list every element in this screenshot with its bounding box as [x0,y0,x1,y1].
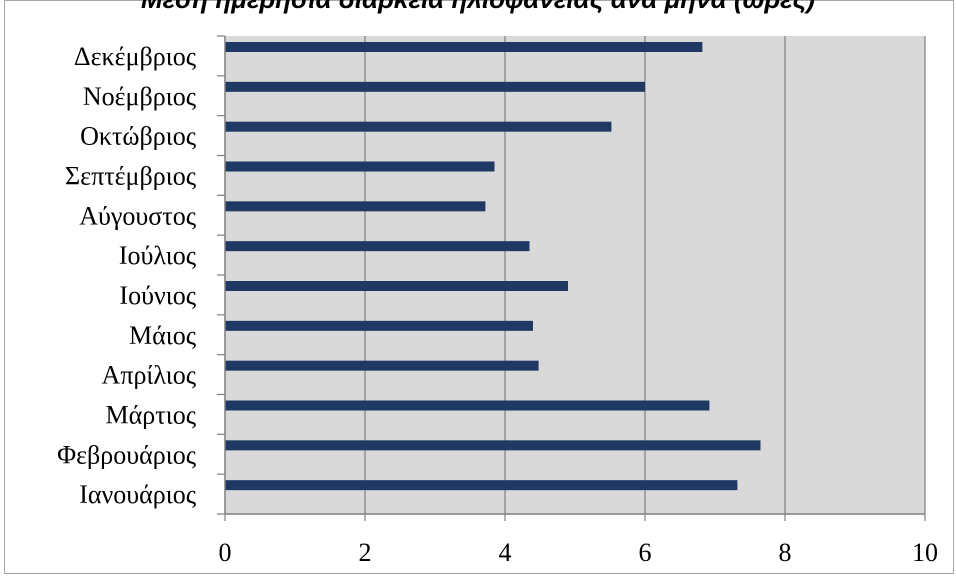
x-tick-label-2: 4 [499,538,512,567]
x-tick-label-0: 0 [219,538,232,567]
bar-4 [225,360,539,371]
bar-9 [225,161,495,172]
bar-6 [225,281,568,291]
plot-area [225,36,925,514]
category-label-9: Σεπτέμβριος [65,161,197,190]
bar-12 [225,42,703,52]
bar-3 [225,400,710,411]
bar-8 [225,201,486,212]
category-label-12: Δεκέμβριος [74,42,197,71]
chart-title: Μέση ημερήσια διάρκεια ηλιοφάνειας ανά μ… [0,0,956,14]
category-label-8: Αύγουστος [79,201,196,230]
gridlines [364,36,926,514]
category-label-1: Ιανουάριος [79,480,197,509]
bar-2 [225,440,761,451]
category-labels: Ιανουάριος Φεβρουάριος Μάρτιος Απρίλιος Μάιο… [57,42,197,509]
chart-title-area: Μέση ημερήσια διάρκεια ηλιοφάνειας ανά μ… [0,0,956,14]
bar-5 [225,320,533,331]
bar-10 [225,121,612,132]
category-label-11: Νοέμβριος [83,82,197,111]
axes [217,35,926,521]
category-label-5: Μάιος [129,321,197,350]
x-tick-labels: 0 2 4 6 8 10 [219,538,939,567]
x-tick-label-4: 8 [779,538,792,567]
category-label-4: Απρίλιος [102,361,197,390]
bar-1 [225,480,738,491]
bar-7 [225,241,530,252]
category-label-3: Μάρτιος [106,400,197,429]
x-tick-label-3: 6 [639,538,652,567]
category-label-10: Οκτώβριος [80,122,197,151]
category-label-7: Ιούλιος [119,241,197,270]
x-tick-label-5: 10 [912,538,938,567]
bar-11 [225,81,645,92]
bars [225,42,761,491]
category-label-6: Ιούνιος [119,281,196,310]
category-label-2: Φεβρουάριος [57,440,197,469]
x-tick-label-1: 2 [359,538,372,567]
